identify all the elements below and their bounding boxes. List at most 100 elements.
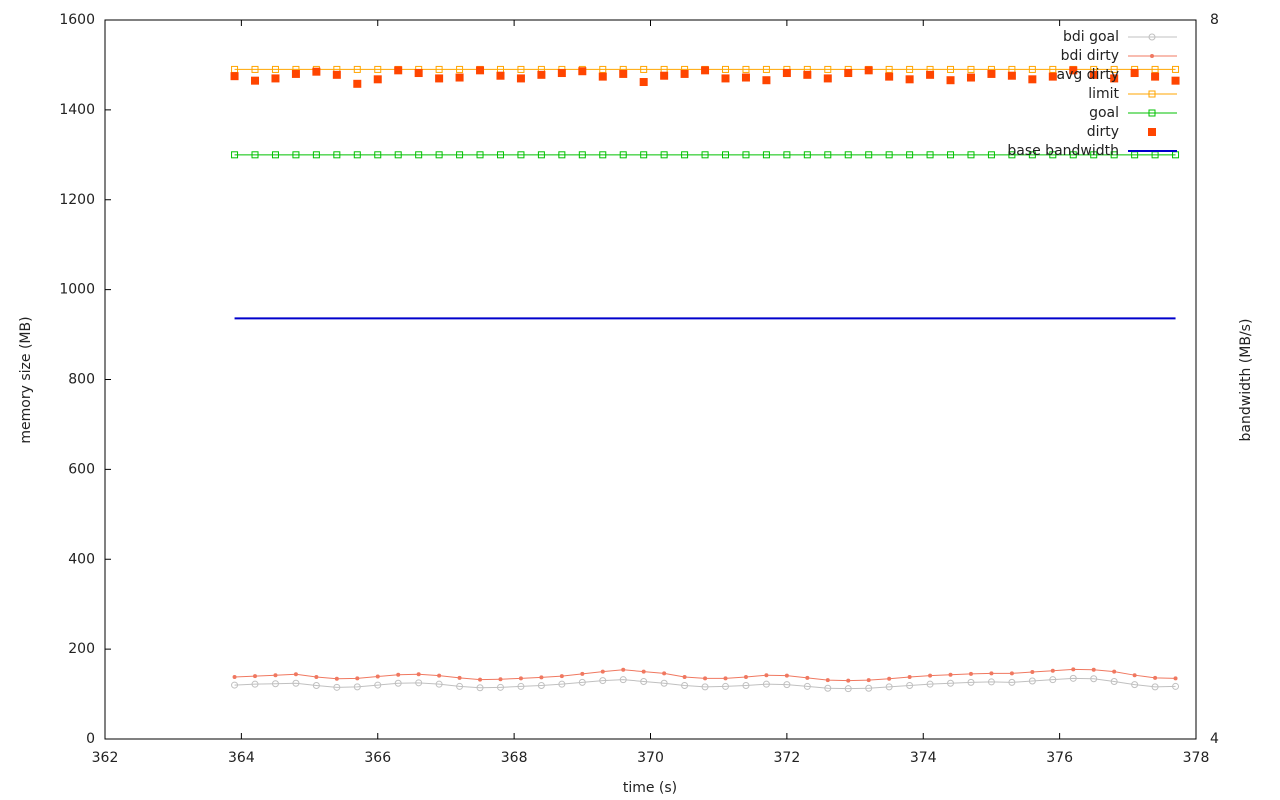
point bbox=[762, 680, 770, 688]
point bbox=[639, 78, 648, 87]
legend-swatch bbox=[1148, 33, 1156, 41]
point bbox=[865, 151, 873, 159]
point bbox=[1028, 677, 1036, 685]
point bbox=[293, 672, 298, 677]
point bbox=[866, 678, 871, 683]
legend-label: base bandwidth bbox=[1007, 143, 1119, 159]
point bbox=[1009, 671, 1014, 676]
point bbox=[251, 680, 259, 688]
point bbox=[681, 682, 689, 690]
point bbox=[374, 681, 382, 689]
point bbox=[1049, 65, 1057, 73]
point bbox=[1112, 669, 1117, 674]
point bbox=[415, 679, 423, 687]
point bbox=[722, 682, 730, 690]
point bbox=[906, 151, 914, 159]
point bbox=[537, 70, 546, 79]
point bbox=[1110, 65, 1118, 73]
legend-swatch bbox=[1150, 54, 1154, 58]
point bbox=[660, 679, 668, 687]
point bbox=[968, 671, 973, 676]
point bbox=[558, 680, 566, 688]
x-tick-label: 372 bbox=[774, 750, 801, 766]
point bbox=[332, 70, 341, 79]
point bbox=[334, 676, 339, 681]
point bbox=[1007, 71, 1016, 80]
point bbox=[415, 151, 423, 159]
point bbox=[251, 65, 259, 73]
y2-axis-label: bandwidth (MB/s) bbox=[1238, 319, 1254, 442]
point bbox=[435, 74, 444, 83]
point bbox=[600, 669, 605, 674]
point bbox=[1030, 670, 1035, 675]
point bbox=[271, 65, 279, 73]
point bbox=[1008, 678, 1016, 686]
point bbox=[517, 65, 525, 73]
point bbox=[621, 667, 626, 672]
point bbox=[660, 151, 668, 159]
point bbox=[353, 683, 361, 691]
y-tick-label: 400 bbox=[68, 551, 95, 567]
point bbox=[619, 151, 627, 159]
point bbox=[457, 675, 462, 680]
point bbox=[232, 674, 237, 679]
point bbox=[823, 74, 832, 83]
x-tick-label: 378 bbox=[1183, 750, 1210, 766]
legend-label: bdi goal bbox=[1063, 29, 1119, 45]
point bbox=[703, 676, 708, 681]
point bbox=[825, 678, 830, 683]
legend-swatch bbox=[1148, 128, 1156, 136]
point bbox=[1153, 675, 1158, 680]
point bbox=[1050, 668, 1055, 673]
point bbox=[1089, 70, 1098, 79]
point bbox=[1151, 72, 1160, 81]
point bbox=[498, 677, 503, 682]
point bbox=[824, 65, 832, 73]
point bbox=[966, 73, 975, 82]
point bbox=[1172, 65, 1180, 73]
point bbox=[292, 679, 300, 687]
point bbox=[273, 673, 278, 678]
point bbox=[967, 151, 975, 159]
point bbox=[783, 681, 791, 689]
point bbox=[907, 674, 912, 679]
point bbox=[947, 65, 955, 73]
point bbox=[967, 678, 975, 686]
point bbox=[946, 76, 955, 85]
point bbox=[948, 672, 953, 677]
y-tick-label: 200 bbox=[68, 641, 95, 657]
point bbox=[476, 66, 485, 75]
point bbox=[641, 669, 646, 674]
point bbox=[805, 675, 810, 680]
point bbox=[456, 65, 464, 73]
point bbox=[312, 67, 321, 76]
point bbox=[989, 671, 994, 676]
point bbox=[640, 151, 648, 159]
point bbox=[414, 69, 423, 78]
point bbox=[416, 672, 421, 677]
y-tick-label: 1000 bbox=[59, 282, 95, 298]
point bbox=[1110, 74, 1119, 83]
point bbox=[762, 65, 770, 73]
point bbox=[722, 151, 730, 159]
point bbox=[598, 72, 607, 81]
point bbox=[437, 673, 442, 678]
x-axis-label: time (s) bbox=[623, 780, 677, 796]
point bbox=[559, 674, 564, 679]
point bbox=[394, 66, 403, 75]
y-tick-label: 1600 bbox=[59, 12, 95, 28]
point bbox=[682, 674, 687, 679]
point bbox=[271, 74, 280, 83]
point bbox=[478, 677, 483, 682]
point bbox=[394, 679, 402, 687]
point bbox=[231, 151, 239, 159]
point bbox=[803, 70, 812, 79]
point bbox=[926, 680, 934, 688]
point bbox=[394, 151, 402, 159]
point bbox=[846, 678, 851, 683]
point bbox=[844, 151, 852, 159]
point bbox=[783, 151, 791, 159]
x-tick-label: 362 bbox=[92, 750, 119, 766]
point bbox=[539, 675, 544, 680]
